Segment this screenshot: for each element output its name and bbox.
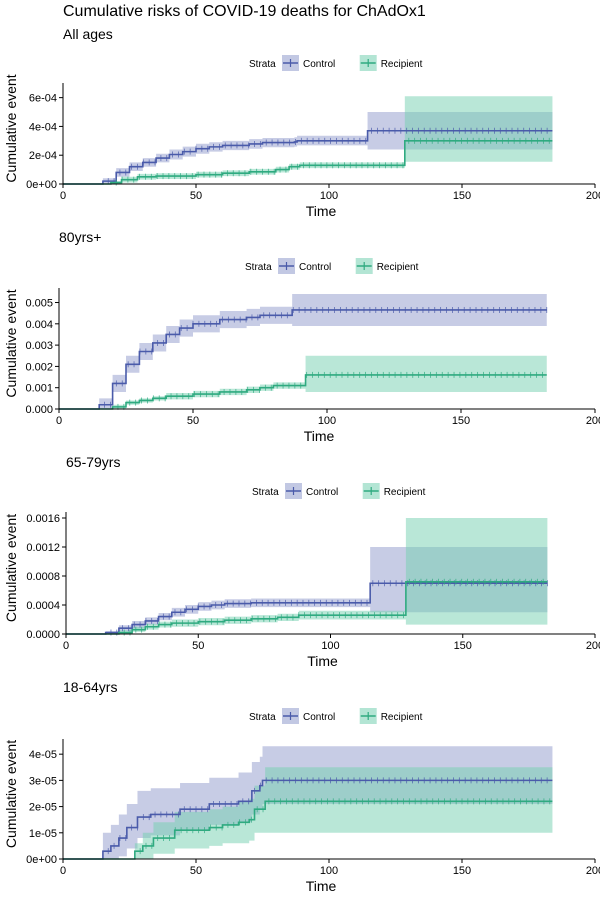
chart-subtitle: 80yrs+ [59, 229, 101, 245]
x-tick-label: 150 [453, 190, 471, 202]
y-tick-label: 0.005 [25, 298, 53, 310]
x-tick-label: 100 [320, 190, 338, 202]
y-tick-label: 0.003 [25, 340, 53, 352]
y-axis-label: Cumulative event [3, 289, 19, 397]
x-tick-label: 0 [56, 415, 62, 427]
y-tick-label: 0.0000 [26, 629, 60, 641]
x-tick-label: 150 [453, 865, 471, 877]
y-axis-label: Cumulative event [3, 740, 19, 848]
legend-label-control: Control [299, 262, 331, 273]
y-tick-label: 0.004 [25, 319, 53, 331]
x-tick-label: 0 [60, 865, 66, 877]
x-tick-label: 100 [320, 865, 338, 877]
x-axis-label: Time [304, 428, 335, 444]
y-axis-label: Cumulative event [3, 74, 19, 182]
chart-subtitle: All ages [63, 26, 113, 42]
series-line-recipient [63, 140, 553, 185]
y-tick-label: 0.002 [25, 361, 53, 373]
confidence-band-recipient [63, 96, 553, 184]
y-tick-label: 4e-04 [29, 121, 57, 133]
legend-title: Strata [249, 59, 276, 70]
y-tick-label: 0.0008 [26, 571, 60, 583]
x-tick-label: 100 [321, 640, 339, 652]
x-tick-label: 200 [586, 865, 600, 877]
y-tick-label: 0.000 [25, 404, 53, 416]
x-tick-label: 0 [63, 640, 69, 652]
x-tick-label: 50 [187, 415, 199, 427]
legend-label-control: Control [303, 59, 335, 70]
x-axis-label: Time [307, 653, 338, 669]
x-axis-label: Time [306, 878, 337, 894]
y-tick-label: 0e+00 [26, 179, 57, 191]
legend: Strata Control Recipient [245, 258, 419, 274]
legend-title: Strata [245, 262, 272, 273]
legend: Strata Control Recipient [249, 55, 423, 71]
y-tick-label: 1e-05 [29, 828, 57, 840]
y-axis-label: Cumulative event [3, 514, 19, 622]
legend-title: Strata [252, 487, 279, 498]
y-tick-label: 6e-04 [29, 93, 57, 105]
legend: Strata Control Recipient [249, 708, 423, 724]
legend-label-control: Control [306, 487, 338, 498]
chart-subtitle: 18-64yrs [63, 679, 117, 695]
legend: Strata Control Recipient [252, 483, 426, 499]
y-tick-label: 4e-05 [29, 749, 57, 761]
y-tick-label: 2e-04 [29, 150, 57, 162]
confidence-band-recipient [66, 518, 548, 634]
page-title: Cumulative risks of COVID-19 deaths for … [63, 3, 426, 20]
legend-label-recipient: Recipient [384, 487, 426, 498]
y-tick-label: 3e-05 [29, 775, 57, 787]
x-tick-label: 150 [454, 640, 472, 652]
x-axis-label: Time [306, 203, 337, 219]
y-tick-label: 0.001 [25, 383, 53, 395]
y-tick-label: 0.0012 [26, 542, 60, 554]
series-line-control [59, 309, 547, 410]
legend-label-recipient: Recipient [377, 262, 419, 273]
confidence-band-recipient [63, 767, 553, 859]
x-tick-label: 50 [190, 865, 202, 877]
chart-subtitle: 65-79yrs [66, 454, 120, 470]
chart-panel-2: 80yrs+ Strata Control Recipient 0 50 100 150 20 0… [3, 229, 600, 444]
x-tick-label: 200 [586, 640, 600, 652]
y-tick-label: 0.0016 [26, 513, 60, 525]
x-tick-label: 0 [60, 190, 66, 202]
y-tick-label: 0.0004 [26, 600, 60, 612]
x-tick-label: 200 [586, 190, 600, 202]
x-tick-label: 50 [192, 640, 204, 652]
y-tick-label: 0e+00 [26, 854, 57, 866]
legend-label-control: Control [303, 712, 335, 723]
confidence-band-control [59, 294, 547, 409]
x-tick-label: 50 [190, 190, 202, 202]
series-line-recipient [59, 374, 547, 410]
chart-panel-1: All ages Strata Control Recipient 0 50 100 150 2… [3, 26, 600, 219]
series-line-control [66, 582, 548, 635]
legend-label-recipient: Recipient [381, 59, 423, 70]
x-tick-label: 200 [586, 415, 600, 427]
chart-panel-4: 18-64yrs Strata Control Recipient 0 50 100 150 2… [3, 679, 600, 894]
chart-panel-3: 65-79yrs Strata Control Recipient 0 50 100 150 2… [3, 454, 600, 669]
legend-title: Strata [249, 712, 276, 723]
y-tick-label: 2e-05 [29, 802, 57, 814]
legend-label-recipient: Recipient [381, 712, 423, 723]
x-tick-label: 100 [318, 415, 336, 427]
x-tick-label: 150 [452, 415, 470, 427]
